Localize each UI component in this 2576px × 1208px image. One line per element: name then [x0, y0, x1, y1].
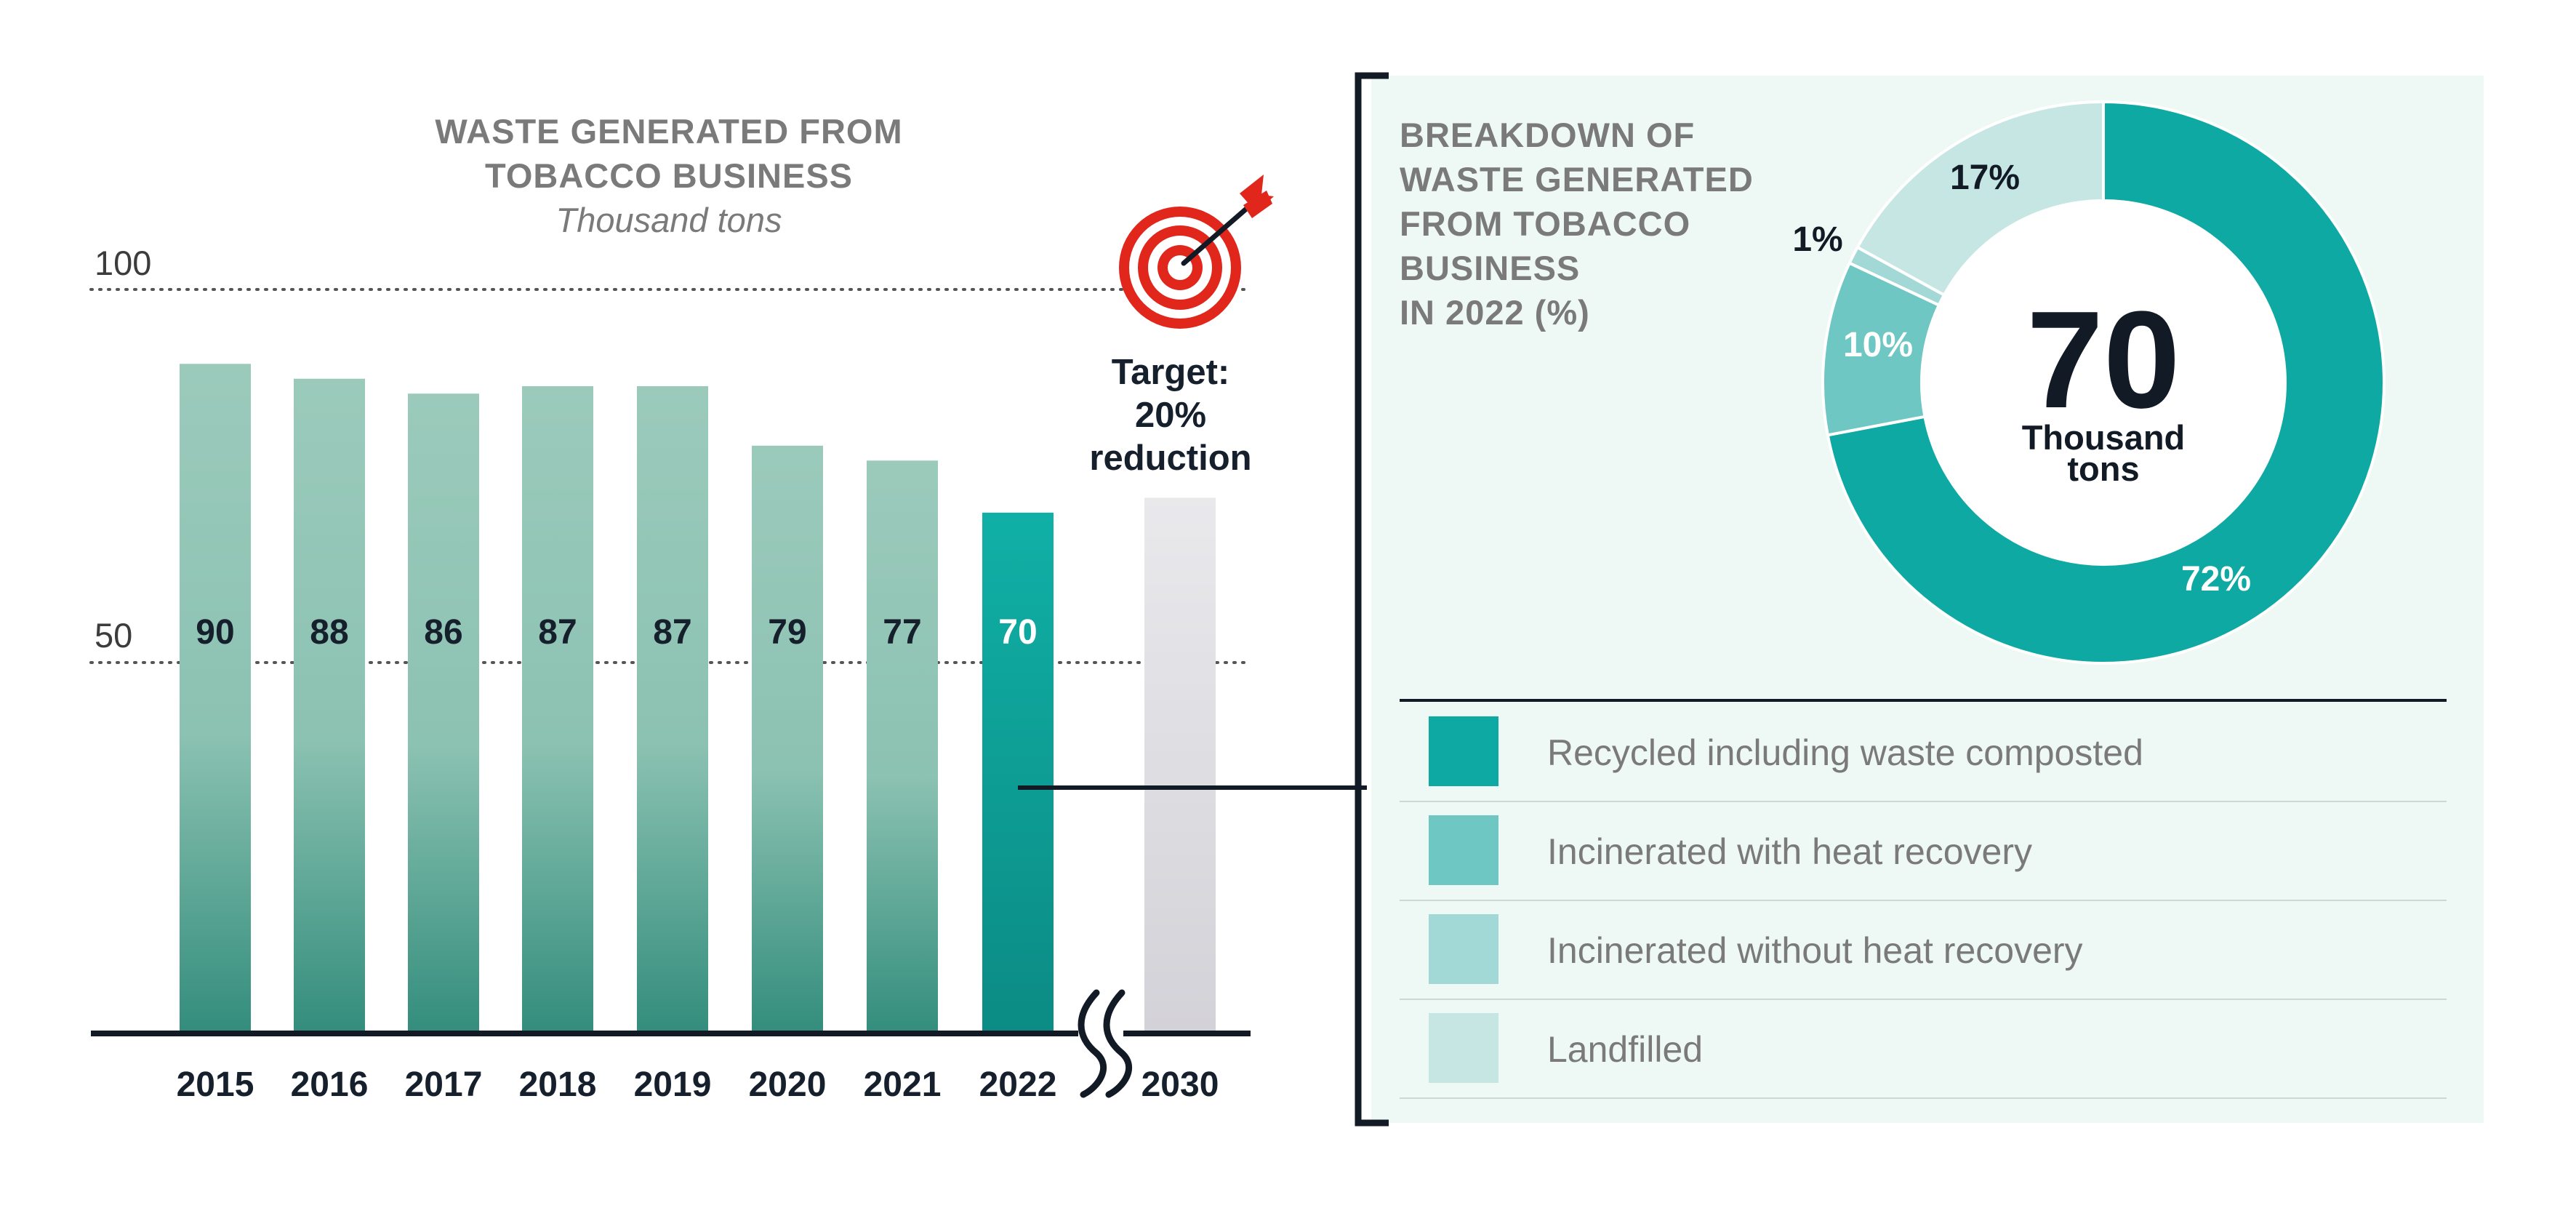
bar-2030 — [1144, 497, 1216, 1033]
bar-2017 — [408, 393, 479, 1033]
x-tick-label-2030: 2030 — [1141, 1065, 1219, 1104]
bar-value-label-2021: 77 — [883, 613, 921, 652]
pie-title-line-2: WASTE GENERATED — [1400, 160, 1754, 199]
bar-chart-title-line-1: WASTE GENERATED FROM — [435, 112, 903, 151]
x-tick-label-2022: 2022 — [979, 1065, 1057, 1104]
bar-2016 — [294, 378, 365, 1033]
bar-2020 — [752, 445, 823, 1033]
y-tick-label-100: 100 — [95, 244, 152, 282]
donut-center-value: 70 — [2026, 283, 2180, 437]
donut-value-label-4: 17% — [1950, 159, 2020, 197]
target-annotation: Target: 20% reduction — [1062, 351, 1280, 480]
donut-center-unit-line-1: Thousand — [2021, 418, 2186, 457]
target-line-1: Target: — [1111, 353, 1230, 392]
donut-center-unit: Thousand tons — [1922, 418, 2285, 488]
donut-center-unit-line-2: tons — [2067, 449, 2140, 488]
y-tick-label-50: 50 — [95, 616, 133, 655]
bar-2021 — [867, 460, 938, 1033]
target-line-3: reduction — [1089, 439, 1252, 478]
x-tick-label-2017: 2017 — [405, 1065, 483, 1104]
x-tick-label-2018: 2018 — [519, 1065, 597, 1104]
legend-swatch-landfilled — [1429, 1013, 1498, 1083]
legend-label-incinerated-heat: Incinerated with heat recovery — [1547, 831, 2033, 872]
donut-value-label-1: 72% — [2181, 560, 2251, 599]
panel-bracket — [1355, 72, 1389, 1127]
pie-title-line-1: BREAKDOWN OF — [1400, 116, 1696, 154]
bar-value-label-2017: 86 — [424, 613, 462, 652]
bar-chart-title-line-2: TOBACCO BUSINESS — [484, 156, 854, 195]
bar-chart-title: WASTE GENERATED FROM TOBACCO BUSINESS Th… — [269, 109, 1069, 242]
legend-item-incinerated-heat: Incinerated with heat recovery — [1400, 801, 2447, 901]
x-tick-label-2019: 2019 — [634, 1065, 712, 1104]
x-tick-label-2016: 2016 — [291, 1065, 369, 1104]
x-tick-label-2020: 2020 — [749, 1065, 827, 1104]
bar-2015 — [180, 364, 251, 1033]
donut-value-label-2: 10% — [1843, 326, 1913, 364]
pie-title-line-4: BUSINESS — [1400, 249, 1581, 287]
legend-item-landfilled: Landfilled — [1400, 999, 2447, 1099]
legend-item-incinerated-no-heat: Incinerated without heat recovery — [1400, 900, 2447, 1000]
legend-item-recycled: Recycled including waste composted — [1400, 702, 2447, 802]
bar-value-label-2016: 88 — [310, 613, 348, 652]
pie-title-line-3: FROM TOBACCO — [1400, 204, 1691, 243]
bar-2018 — [522, 385, 593, 1033]
legend-swatch-incinerated-no-heat — [1429, 914, 1498, 984]
bar-2019 — [637, 385, 708, 1033]
legend-label-incinerated-no-heat: Incinerated without heat recovery — [1547, 930, 2083, 971]
donut-value-label-3: 1% — [1792, 220, 1842, 259]
x-tick-label-2021: 2021 — [864, 1065, 942, 1104]
bar-value-label-2015: 90 — [196, 613, 234, 652]
donut-hole — [1922, 201, 2285, 564]
legend-label-landfilled: Landfilled — [1547, 1029, 1704, 1070]
x-tick-label-2015: 2015 — [177, 1065, 254, 1104]
bar-value-label-2019: 87 — [653, 613, 691, 652]
legend-label-recycled: Recycled including waste composted — [1547, 732, 2143, 773]
axis-break-icon — [1078, 989, 1133, 1098]
pie-title-line-5: IN 2022 (%) — [1400, 293, 1590, 332]
donut-chart — [1821, 100, 2386, 665]
bar-chart-unit: Thousand tons — [555, 201, 782, 239]
target-line-2: 20% — [1134, 396, 1207, 435]
bar-value-label-2020: 79 — [768, 613, 806, 652]
legend-swatch-recycled — [1429, 716, 1498, 786]
pie-chart-title: BREAKDOWN OF WASTE GENERATED FROM TOBACC… — [1400, 113, 1850, 335]
target-dart-icon — [1119, 175, 1274, 329]
legend-swatch-incinerated-heat — [1429, 815, 1498, 885]
bar-value-label-2022: 70 — [998, 613, 1037, 652]
bar-2022 — [982, 512, 1054, 1033]
bar-value-label-2018: 87 — [538, 613, 577, 652]
